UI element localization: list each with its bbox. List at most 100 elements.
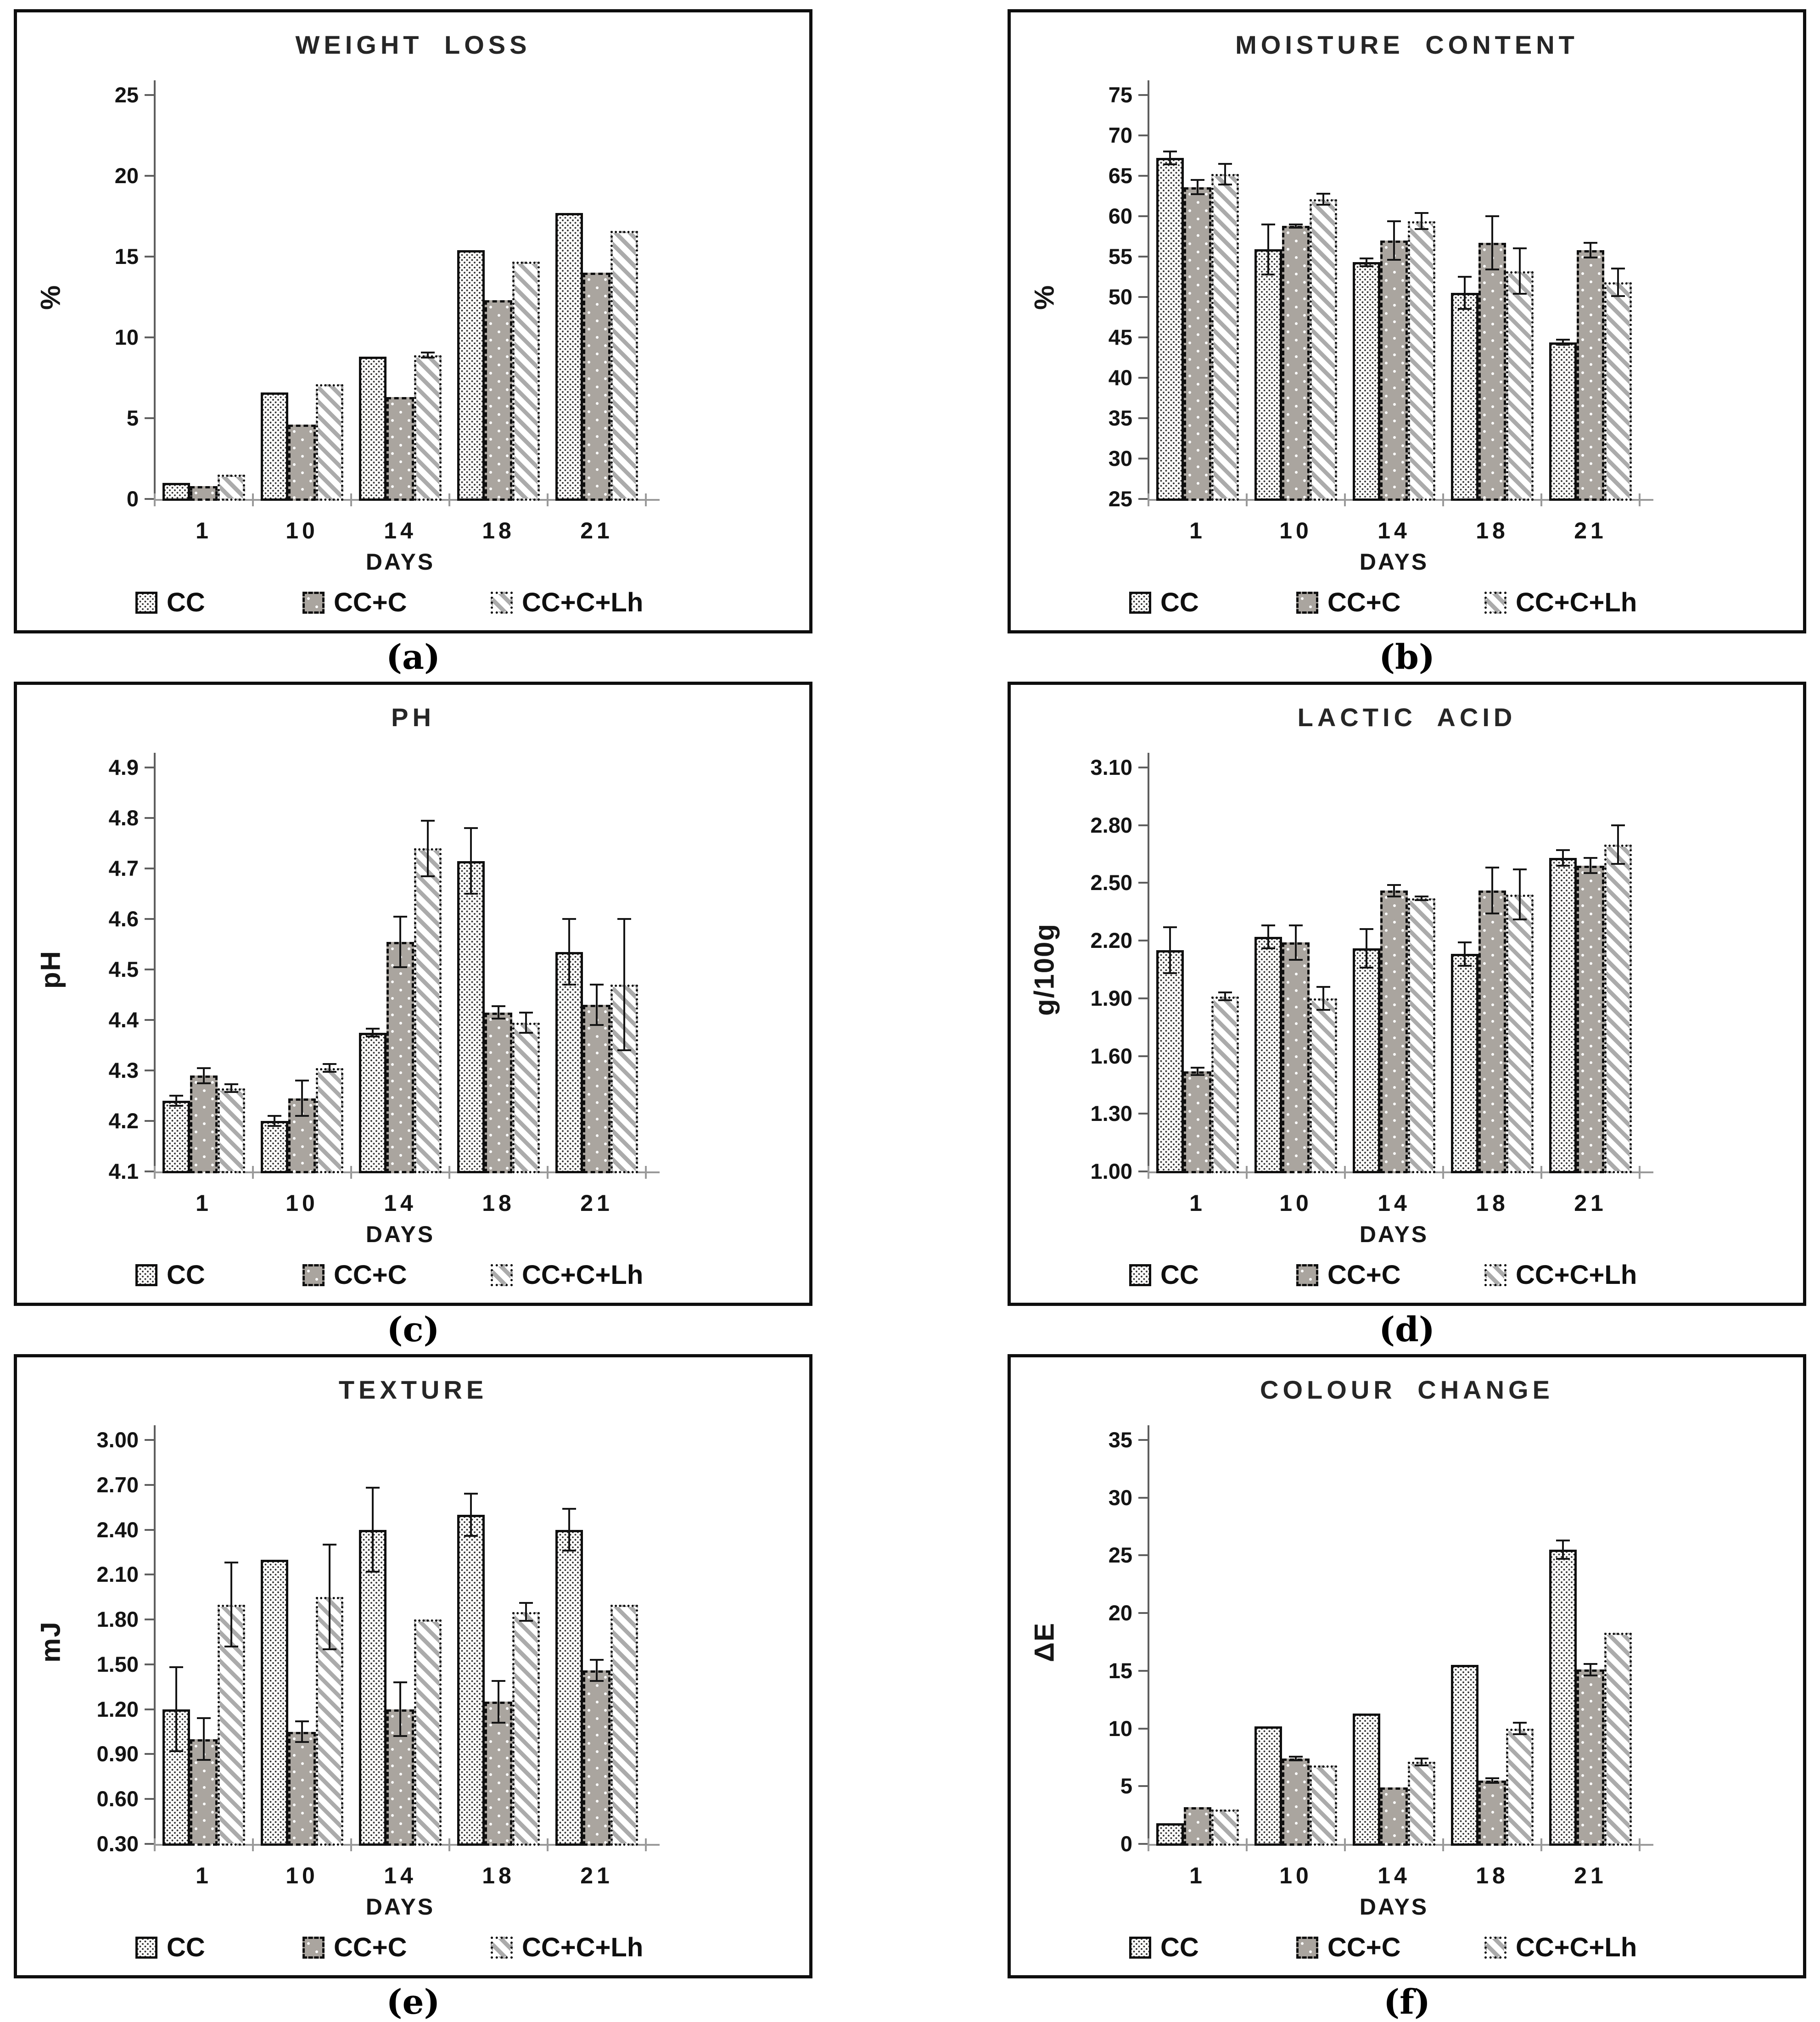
bar-cc-c-day21 [1577,865,1604,1173]
y-tick-label: 20 [1108,1601,1132,1625]
error-bar [203,1068,205,1083]
bar-cc-day18 [457,250,485,501]
error-bar-cap-top [1556,339,1570,341]
x-axis-tick [547,1166,549,1179]
x-axis-tick [547,493,549,506]
error-bar-cap-top [1556,1539,1570,1541]
error-bar-cap-top [1289,924,1303,926]
x-tick-label: 1 [1189,1190,1206,1216]
x-tick-label: 14 [1378,518,1411,543]
error-bar [470,828,472,894]
error-bar [230,1563,232,1647]
y-tick [1138,940,1148,942]
error-bar-cap-bottom [1218,999,1232,1002]
bar-cc-c-day21 [583,273,610,501]
chart-title: LACTIC ACID [1297,703,1517,732]
y-axis [1148,80,1149,501]
error-bar [1519,1723,1521,1735]
error-bar [1491,867,1493,914]
error-bar-cap-top [393,1681,407,1683]
y-tick [1138,1171,1148,1172]
x-tick-label: 18 [1476,518,1509,543]
y-tick-label: 10 [114,325,139,349]
error-bar-cap-top [1415,212,1428,214]
error-bar-cap-top [421,352,435,354]
x-axis-tick [645,493,647,506]
y-tick-label: 2.10 [96,1562,139,1587]
error-bar-cap-top [1415,1757,1428,1759]
error-bar-cap-top [169,1666,183,1669]
y-tick [1138,94,1148,96]
y-axis [1148,1425,1149,1846]
legend-label: CC+C [1327,588,1401,617]
error-bar-cap-bottom [323,1648,336,1651]
x-axis-label: DAYS [365,1221,435,1247]
y-tick-label: 2.20 [1090,928,1132,953]
x-tick-label: 21 [1574,1863,1607,1888]
y-tick-label: 75 [1108,83,1132,107]
error-bar-cap-bottom [393,966,407,968]
error-bar [1169,927,1171,974]
y-tick-label: 3.00 [96,1428,139,1452]
error-bar-cap-top [295,1720,309,1722]
x-tick-label: 1 [1189,518,1206,543]
y-tick [145,175,154,177]
y-tick [1138,1554,1148,1557]
x-tick-label: 18 [1476,1863,1509,1888]
bar-cc-day14 [1353,948,1380,1173]
error-bar-cap-top [169,1095,183,1097]
chart-area-texture: 0.30 0.60 0.90 1.20 1.50 1.80 2.10 2.40 2.70 3.00… [17,1357,809,1975]
y-tick [1138,1113,1148,1115]
error-bar [399,1682,401,1736]
x-tick-label: 10 [1279,1190,1312,1216]
y-tick-label: 15 [1108,1658,1132,1683]
error-bar [329,1545,330,1650]
error-bar-cap-bottom [1556,343,1570,346]
gray-dot-pattern-icon [302,1264,325,1286]
bar-cc-c-day10 [288,425,316,501]
y-tick-label: 1.20 [96,1697,139,1721]
bar-cc-c-lh-day14 [414,848,442,1173]
y-tick-label: 2.40 [96,1517,139,1542]
error-bar-cap-bottom [197,1759,211,1761]
error-bar-cap-bottom [1584,256,1597,258]
error-bar-cap-bottom [323,1071,336,1073]
y-tick [1138,1612,1148,1614]
error-bar [372,1028,374,1037]
x-axis-tick [1442,1166,1444,1179]
error-bar-cap-bottom [562,984,576,986]
chart-legend: CC CC+C CC+C+Lh [1011,1260,1803,1292]
error-bar-cap-top [323,1544,336,1546]
x-axis-tick [1344,493,1346,506]
error-bar-cap-top [366,1487,380,1489]
bar-cc-c-lh-day1 [218,475,245,501]
x-tick-label: 14 [384,1190,417,1216]
y-tick-label: 1.90 [1090,986,1132,1010]
y-tick-label: 2.50 [1090,870,1132,895]
bar-cc-day18 [457,861,485,1173]
legend-label: CC [167,588,205,617]
error-bar-cap-bottom [224,1645,238,1647]
x-tick-label: 18 [482,518,515,543]
x-tick-label: 18 [482,1863,515,1888]
y-tick [1138,1843,1148,1845]
x-axis-tick [252,493,254,506]
bar-cc-c-day21 [583,1005,610,1173]
error-bar [427,820,429,876]
legend-item-cc-c: CC+C [302,587,407,618]
y-tick-label: 2.80 [1090,812,1132,837]
y-tick-label: 4.8 [108,806,139,830]
chart-panel-colour-change: COLOUR CHANGE ΔE 0 5 10 15 20 25 30 35 1 10 14 18 21… [1008,1354,1806,1978]
error-bar-cap-top [1191,1066,1204,1069]
error-bar-cap-bottom [366,1036,380,1038]
legend-label: CC+C [334,588,407,617]
bar-cc-day14 [359,1529,386,1846]
y-tick [1138,1669,1148,1672]
y-tick [145,1484,154,1486]
chart-title: COLOUR CHANGE [1260,1375,1554,1404]
legend-item-cc: CC [135,587,205,618]
error-bar-cap-top [617,918,631,920]
x-axis-label: DAYS [365,549,435,575]
y-tick [145,1574,154,1576]
